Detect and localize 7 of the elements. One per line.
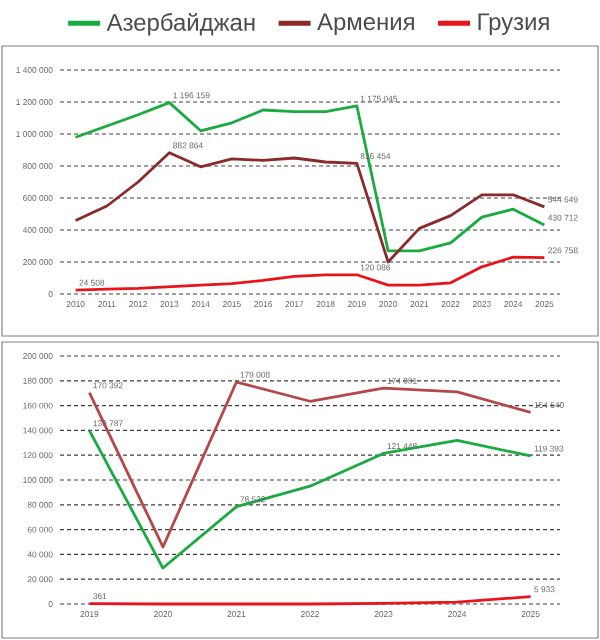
legend-label: Армения (317, 13, 414, 35)
line-series (88, 429, 532, 570)
line-series (74, 101, 546, 253)
legend-label: Азербайджан (106, 12, 255, 36)
line-series (88, 380, 532, 549)
legend-label: Грузия (478, 13, 549, 35)
line-series (74, 151, 546, 264)
